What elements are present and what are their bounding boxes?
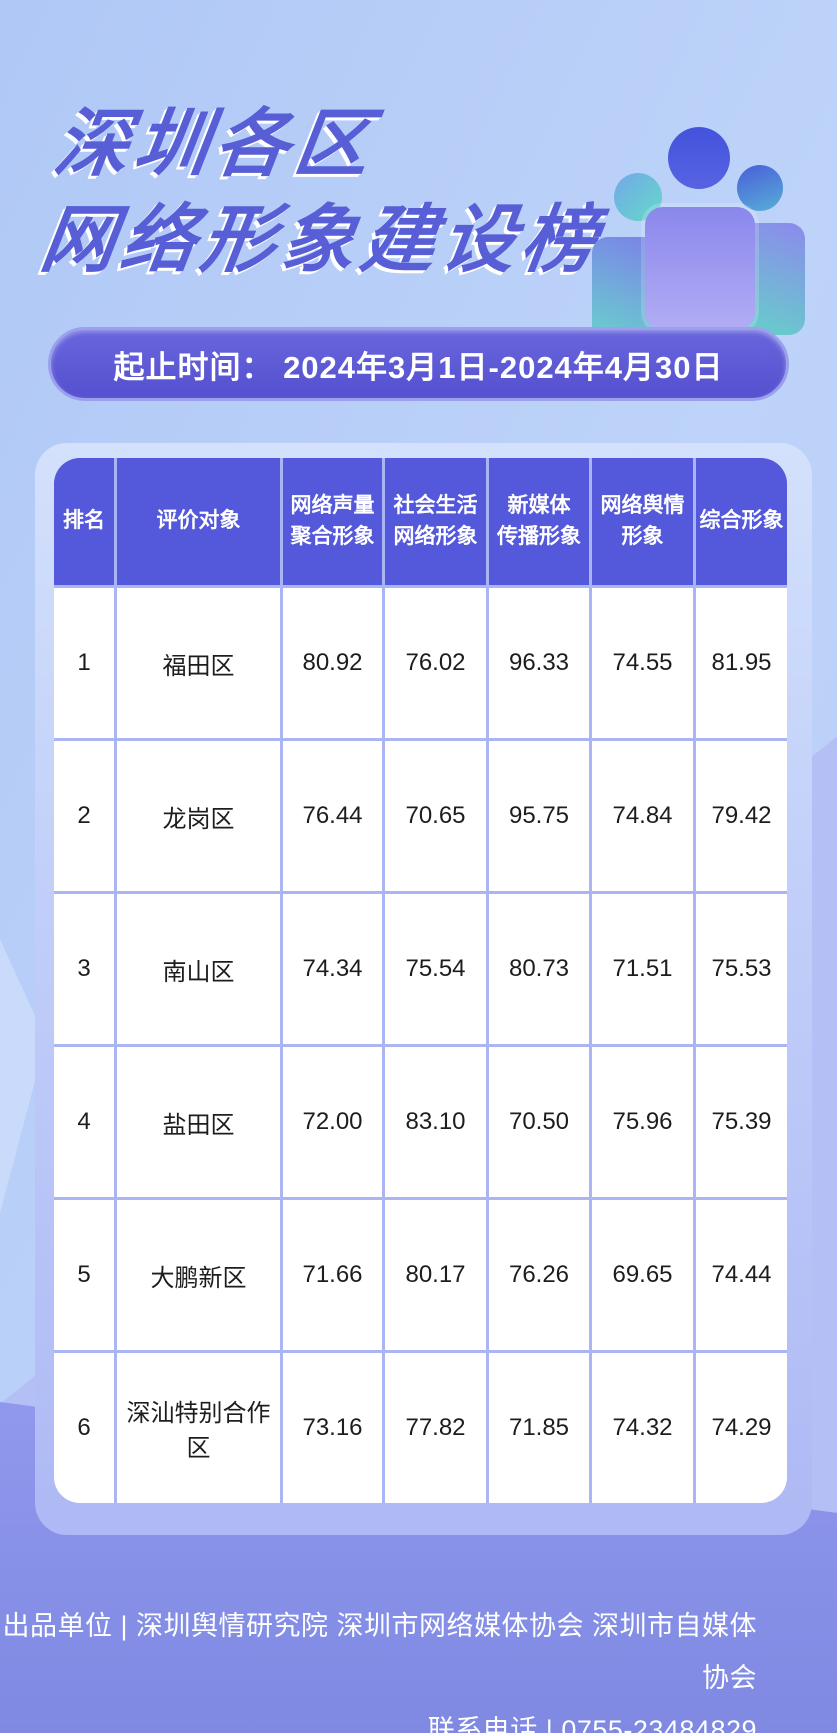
district-cell: 福田区 bbox=[117, 588, 280, 738]
rank-cell: 2 bbox=[54, 741, 114, 891]
footer-phone-line: 联系电话 | 0755-23484829 bbox=[427, 1715, 757, 1733]
date-range-text: 起止时间： 2024年3月1日-2024年4月30日 bbox=[113, 349, 724, 385]
rank-cell: 4 bbox=[54, 1047, 114, 1197]
score-cell: 76.02 bbox=[385, 588, 486, 738]
page-title-line2: 网络形象建设榜 bbox=[35, 198, 608, 281]
col-header-new-media: 新媒体 传播形象 bbox=[489, 458, 589, 585]
score-cell: 75.54 bbox=[385, 894, 486, 1044]
people-group-icon bbox=[590, 120, 805, 345]
footer-producers-line: 出品单位 | 深圳舆情研究院 深圳市网络媒体协会 深圳市自媒体协会 bbox=[2, 1611, 757, 1693]
score-cell: 80.17 bbox=[385, 1200, 486, 1350]
score-cell: 74.55 bbox=[592, 588, 693, 738]
table-card: 排名 评价对象 网络声量 聚合形象 社会生活 网络形象 新媒体 传播形象 网络舆… bbox=[35, 443, 812, 1535]
page-title: 深圳各区 网络形象建设榜 bbox=[35, 96, 622, 288]
score-cell: 71.51 bbox=[592, 894, 693, 1044]
district-cell: 大鹏新区 bbox=[117, 1200, 280, 1350]
col-header-public-opinion: 网络舆情 形象 bbox=[592, 458, 693, 585]
district-cell: 南山区 bbox=[117, 894, 280, 1044]
col-header-district: 评价对象 bbox=[117, 458, 280, 585]
score-cell: 76.26 bbox=[489, 1200, 589, 1350]
score-cell: 80.73 bbox=[489, 894, 589, 1044]
score-cell: 75.96 bbox=[592, 1047, 693, 1197]
footer: 出品单位 | 深圳舆情研究院 深圳市网络媒体协会 深圳市自媒体协会 联系电话 |… bbox=[0, 1600, 757, 1733]
date-range-banner: 起止时间： 2024年3月1日-2024年4月30日 bbox=[48, 327, 789, 401]
district-cell: 深汕特别合作区 bbox=[117, 1353, 280, 1503]
col-header-rank: 排名 bbox=[54, 458, 114, 585]
col-header-network-volume: 网络声量 聚合形象 bbox=[283, 458, 382, 585]
score-cell: 96.33 bbox=[489, 588, 589, 738]
score-cell: 76.44 bbox=[283, 741, 382, 891]
score-cell: 74.84 bbox=[592, 741, 693, 891]
score-cell: 75.39 bbox=[696, 1047, 787, 1197]
rank-cell: 1 bbox=[54, 588, 114, 738]
rank-cell: 5 bbox=[54, 1200, 114, 1350]
score-cell: 69.65 bbox=[592, 1200, 693, 1350]
score-cell: 74.32 bbox=[592, 1353, 693, 1503]
ranking-table: 排名 评价对象 网络声量 聚合形象 社会生活 网络形象 新媒体 传播形象 网络舆… bbox=[54, 458, 787, 1503]
score-cell: 80.92 bbox=[283, 588, 382, 738]
person-center-head-icon bbox=[668, 127, 730, 189]
person-right-head-icon bbox=[737, 165, 783, 211]
rank-cell: 3 bbox=[54, 894, 114, 1044]
score-cell: 74.34 bbox=[283, 894, 382, 1044]
page-title-line1: 深圳各区 bbox=[49, 102, 382, 185]
district-cell: 盐田区 bbox=[117, 1047, 280, 1197]
score-cell: 74.29 bbox=[696, 1353, 787, 1503]
district-cell: 龙岗区 bbox=[117, 741, 280, 891]
rank-cell: 6 bbox=[54, 1353, 114, 1503]
person-center-body-icon bbox=[645, 207, 755, 330]
score-cell: 70.65 bbox=[385, 741, 486, 891]
score-cell: 75.53 bbox=[696, 894, 787, 1044]
score-cell: 77.82 bbox=[385, 1353, 486, 1503]
score-cell: 71.85 bbox=[489, 1353, 589, 1503]
score-cell: 72.00 bbox=[283, 1047, 382, 1197]
score-cell: 74.44 bbox=[696, 1200, 787, 1350]
score-cell: 79.42 bbox=[696, 741, 787, 891]
score-cell: 70.50 bbox=[489, 1047, 589, 1197]
col-header-social-life: 社会生活 网络形象 bbox=[385, 458, 486, 585]
score-cell: 95.75 bbox=[489, 741, 589, 891]
score-cell: 73.16 bbox=[283, 1353, 382, 1503]
score-cell: 83.10 bbox=[385, 1047, 486, 1197]
score-cell: 71.66 bbox=[283, 1200, 382, 1350]
score-cell: 81.95 bbox=[696, 588, 787, 738]
col-header-overall: 综合形象 bbox=[696, 458, 787, 585]
